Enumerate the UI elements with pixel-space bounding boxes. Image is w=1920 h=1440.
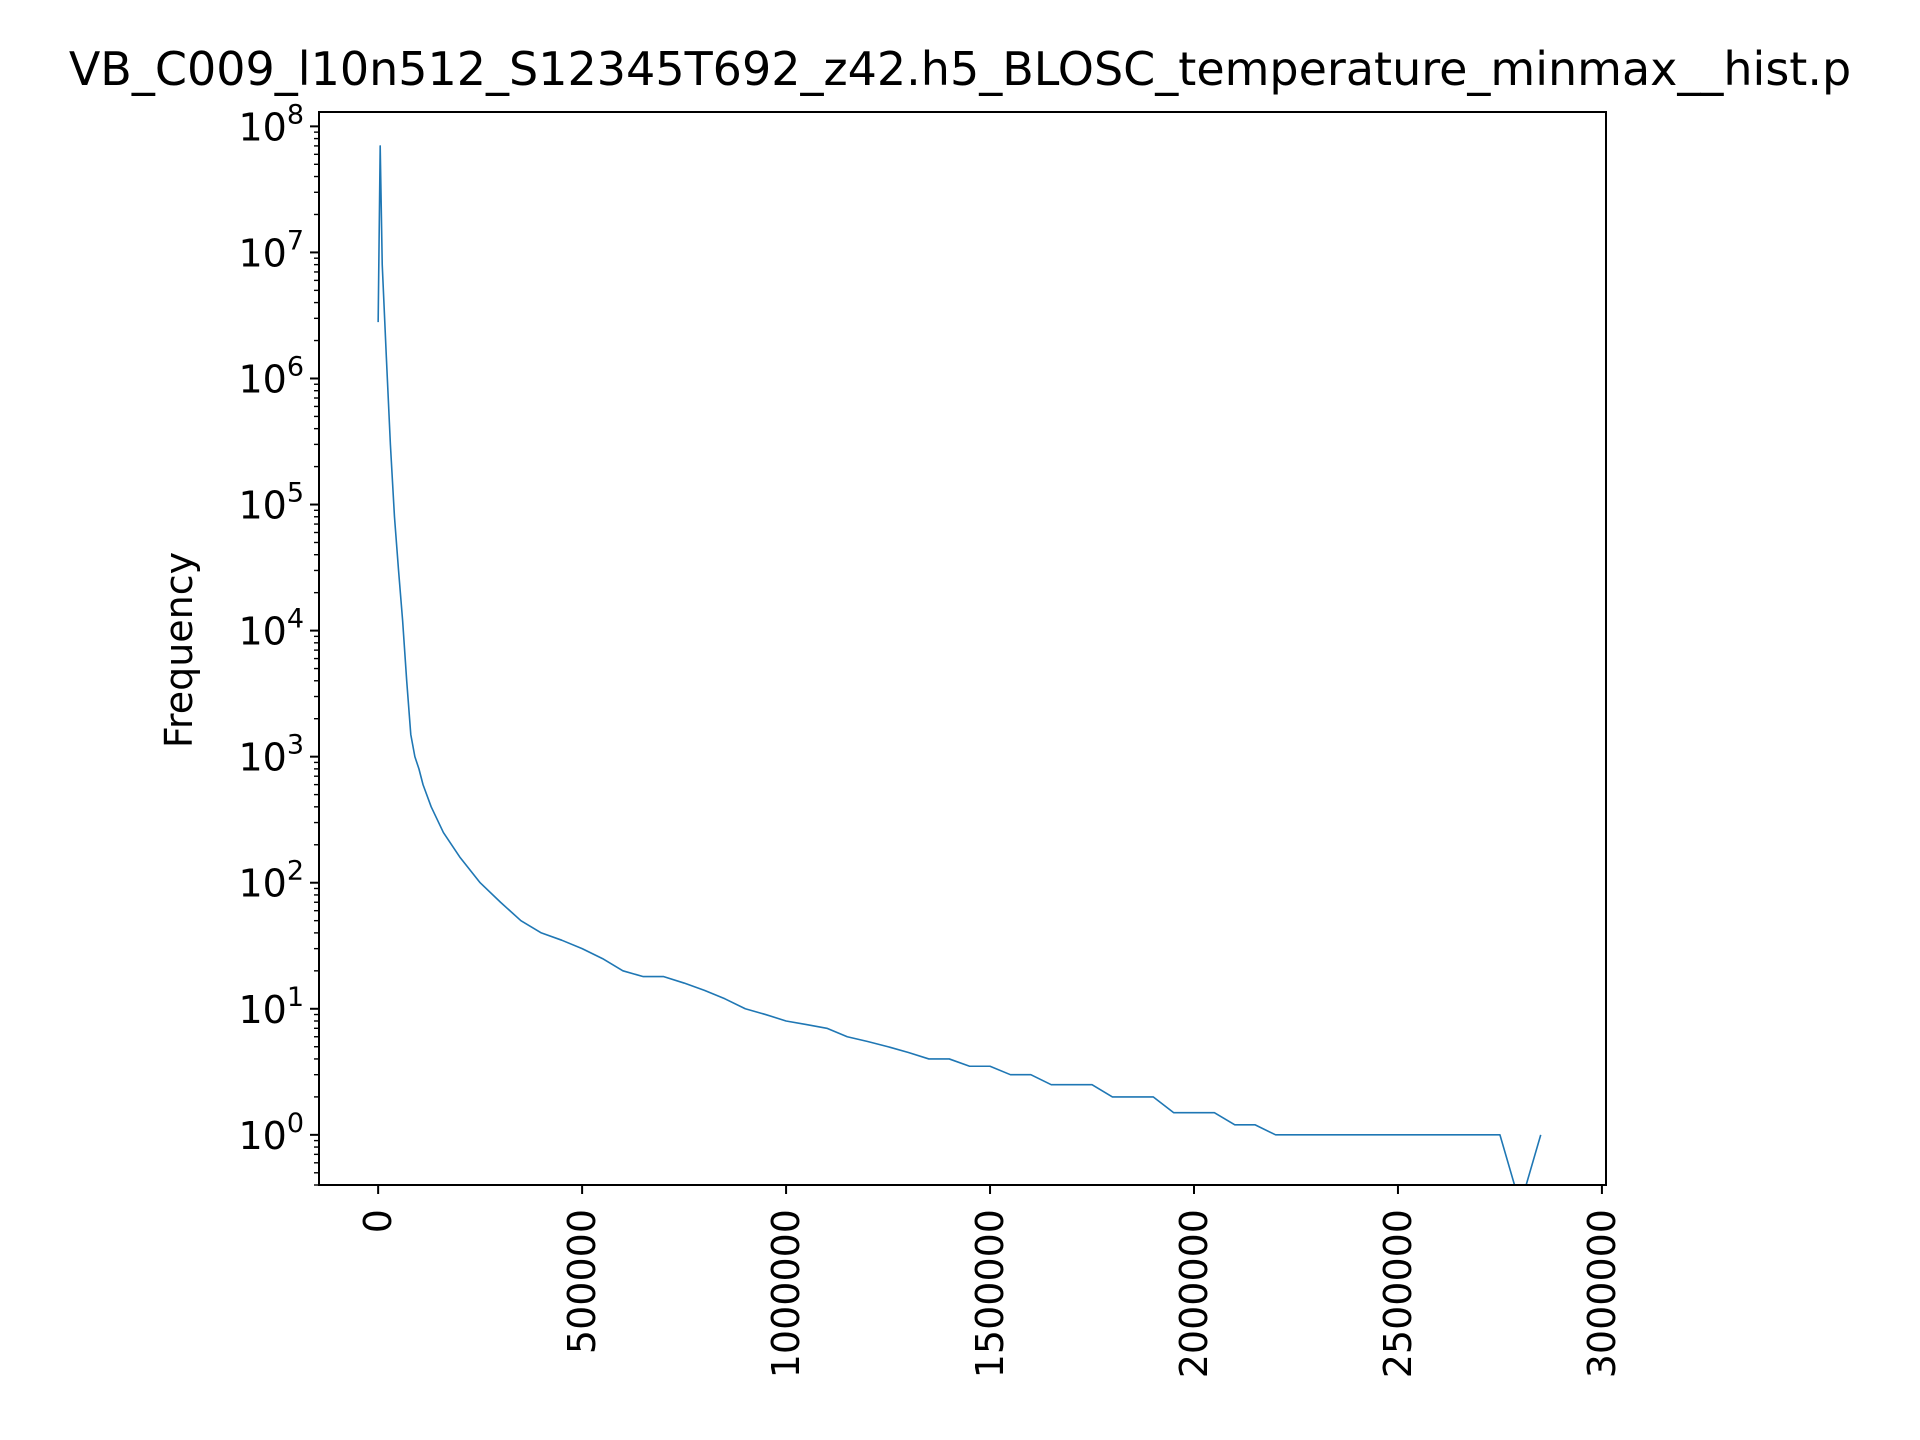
x-tick-label-0: 0 [356,1209,400,1233]
x-tick-label-2000000: 2000000 [1172,1209,1216,1378]
y-tick-label-1: 101 [238,982,304,1032]
y-tick-label-4: 104 [238,604,304,654]
y-tick-label-8: 108 [238,99,304,149]
chart-title: VB_C009_l10n512_S12345T692_z42.h5_BLOSC_… [68,42,1852,96]
x-tick-label-3000000: 3000000 [1580,1209,1624,1378]
x-tick-label-2500000: 2500000 [1376,1209,1420,1378]
y-tick-label-6: 106 [238,351,304,401]
y-tick-label-7: 107 [238,225,304,275]
x-tick-label-500000: 500000 [560,1209,604,1354]
y-axis-label: Frequency [157,552,201,748]
x-tick-label-1000000: 1000000 [764,1209,808,1378]
series-line-0 [377,145,1542,1185]
x-tick-label-1500000: 1500000 [968,1209,1012,1378]
y-tick-label-5: 105 [238,478,304,528]
plot-frame [318,111,1607,1186]
y-tick-label-2: 102 [238,856,304,906]
y-tick-label-3: 103 [238,730,304,780]
y-tick-label-0: 100 [238,1108,304,1158]
